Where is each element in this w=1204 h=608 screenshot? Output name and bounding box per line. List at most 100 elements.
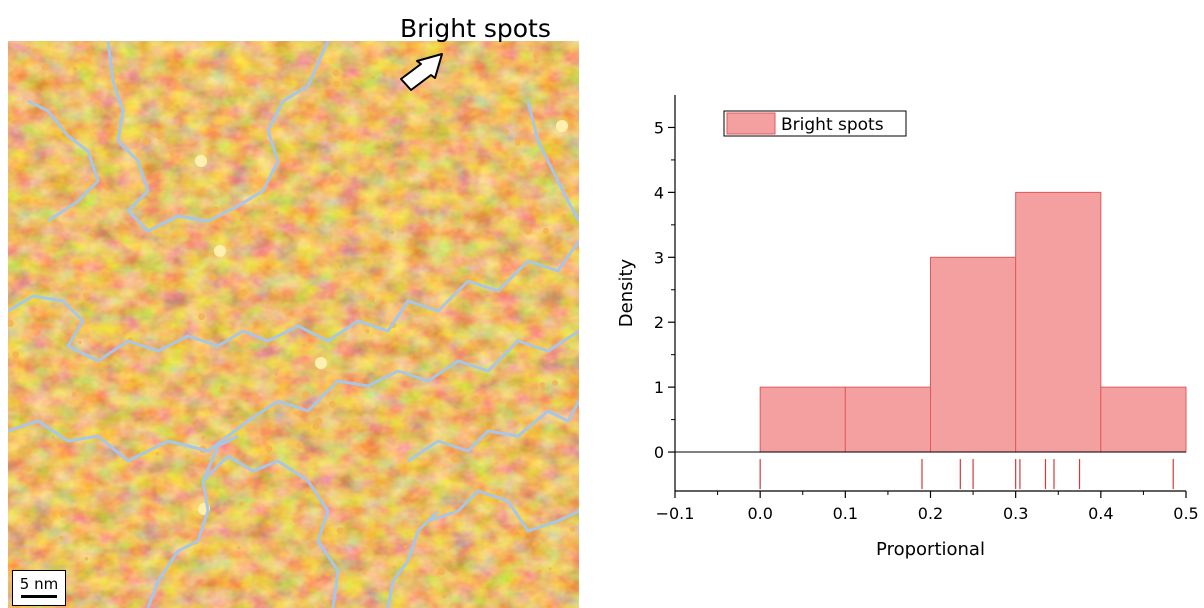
- histogram-bar: [844, 386, 931, 453]
- afm-bright-dot: [346, 222, 354, 229]
- histogram-bar: [759, 386, 846, 453]
- afm-bright-dot: [12, 351, 19, 359]
- afm-bright-dot: [471, 395, 480, 403]
- afm-bright-dot: [140, 433, 144, 437]
- afm-bright-dot: [169, 150, 176, 157]
- afm-bright-dot: [453, 227, 458, 232]
- afm-bright-dot: [532, 541, 538, 547]
- afm-bright-dot: [100, 271, 108, 278]
- afm-bright-dot: [392, 565, 396, 570]
- afm-bright-dot: [561, 213, 567, 219]
- afm-bright-dot: [487, 233, 495, 241]
- bright-spot: [556, 120, 568, 132]
- afm-bright-dot: [261, 484, 269, 492]
- afm-bright-dot: [59, 535, 64, 540]
- afm-bright-dot: [365, 329, 370, 334]
- histogram-bar: [930, 256, 1017, 453]
- legend: Bright spots: [723, 110, 907, 137]
- afm-bright-dot: [234, 155, 238, 159]
- afm-bright-dot: [122, 330, 127, 336]
- afm-bright-dot: [198, 313, 206, 321]
- afm-bright-dot: [96, 444, 102, 450]
- afm-bright-dot: [175, 104, 180, 109]
- afm-bright-dot: [543, 227, 550, 235]
- afm-bright-dot: [73, 66, 78, 72]
- afm-bright-dot: [274, 372, 278, 377]
- afm-bright-dot: [155, 451, 160, 456]
- afm-bright-dot: [186, 455, 190, 459]
- boundary-line: [386, 509, 440, 608]
- bright-spots-callout: Bright spots: [400, 14, 551, 43]
- afm-bright-dot: [125, 558, 130, 563]
- afm-bright-dot: [506, 448, 511, 453]
- afm-bright-dot: [503, 128, 509, 134]
- afm-bright-dot: [239, 501, 244, 506]
- afm-bright-dot: [399, 467, 408, 476]
- afm-bright-dot: [208, 273, 217, 282]
- y-tick-label: 5: [654, 118, 664, 137]
- y-tick-label: 1: [654, 378, 664, 397]
- x-tick-label: 0.4: [1088, 504, 1113, 523]
- arrow-icon: [400, 53, 443, 91]
- bright-spot: [315, 357, 327, 369]
- afm-bright-dot: [418, 216, 425, 223]
- afm-bright-dot: [457, 346, 462, 352]
- afm-bright-dot: [495, 488, 504, 497]
- afm-bright-dot: [237, 546, 241, 550]
- afm-bright-dot: [510, 161, 518, 169]
- afm-bright-dot: [165, 62, 171, 68]
- afm-bright-dot: [216, 221, 223, 228]
- afm-bright-dot: [41, 63, 49, 71]
- afm-bright-dot: [65, 432, 72, 439]
- afm-bright-dot: [269, 94, 274, 98]
- rug-marks: [759, 459, 1174, 490]
- afm-bright-dot: [91, 231, 95, 235]
- afm-bright-dot: [273, 210, 279, 215]
- afm-bright-dot: [548, 567, 552, 571]
- afm-bright-dot: [296, 442, 303, 449]
- afm-bright-dot: [53, 109, 58, 115]
- afm-bright-dot: [505, 404, 511, 410]
- afm-bright-dot: [212, 206, 219, 213]
- afm-texture: [8, 41, 579, 608]
- bright-spot-markers: [8, 45, 576, 599]
- afm-bright-dot: [368, 296, 375, 303]
- afm-bright-dot: [19, 547, 26, 555]
- afm-bright-dot: [96, 101, 102, 106]
- afm-bright-dot: [252, 168, 257, 173]
- afm-bright-dot: [240, 288, 248, 296]
- afm-bright-dot: [193, 458, 201, 466]
- afm-bright-dot: [84, 556, 89, 561]
- afm-bright-dot: [322, 94, 327, 99]
- afm-bright-dot: [163, 487, 167, 491]
- afm-bright-dot: [244, 92, 249, 97]
- boundary-line: [526, 100, 579, 222]
- y-tick-label: 4: [654, 183, 664, 202]
- afm-bright-dot: [8, 116, 12, 122]
- afm-bright-dot: [302, 391, 310, 399]
- afm-bright-dot: [303, 362, 308, 367]
- afm-bright-dot: [451, 455, 460, 463]
- afm-bright-dot: [514, 140, 521, 146]
- afm-bright-dot: [324, 569, 332, 577]
- y-axis-title: Density: [616, 258, 637, 327]
- bright-spot: [195, 155, 207, 167]
- afm-bright-dot: [532, 52, 540, 60]
- x-tick-label: 0.3: [1003, 504, 1028, 523]
- scale-bar-label: 5 nm: [19, 575, 59, 593]
- afm-bright-dot: [83, 292, 90, 299]
- boundary-line: [8, 240, 579, 363]
- afm-bright-dot: [25, 465, 32, 472]
- afm-bright-dot: [59, 178, 65, 184]
- legend-swatch: [726, 112, 776, 135]
- scale-bar-box: 5 nm: [12, 570, 66, 606]
- histogram-bar: [1100, 386, 1187, 453]
- afm-bright-dot: [328, 136, 335, 143]
- afm-bright-dot: [429, 215, 434, 220]
- x-tick-label: 0.0: [747, 504, 772, 523]
- afm-bright-dot: [371, 76, 375, 79]
- afm-bright-dot: [442, 593, 447, 599]
- boundary-line: [201, 454, 340, 608]
- y-tick-label: 2: [654, 313, 664, 332]
- afm-bright-dot: [293, 518, 298, 523]
